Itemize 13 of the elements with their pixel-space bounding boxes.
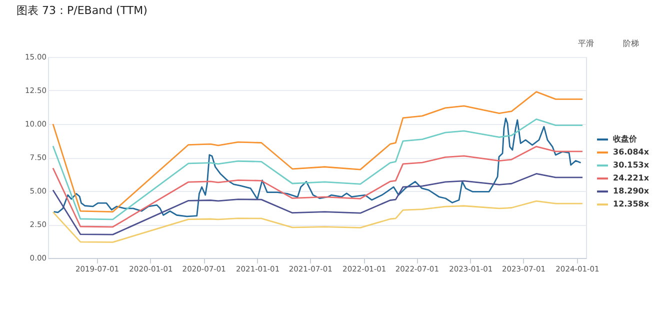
legend-label: 12.358x xyxy=(613,200,650,208)
text: 阶梯 xyxy=(623,39,639,48)
line-series xyxy=(52,200,584,243)
line-series xyxy=(52,91,584,212)
legend-label: 24.221x xyxy=(613,174,650,182)
text: 平滑 xyxy=(578,39,594,48)
line-series xyxy=(52,146,584,228)
chart-title: 图表 73：P/EBand (TTM) xyxy=(16,4,148,17)
legend-label: 18.290x xyxy=(613,186,650,196)
legend-label: 36.084x xyxy=(613,148,650,156)
line-series xyxy=(52,173,584,236)
legend-label: 30.153x xyxy=(613,160,650,170)
legend-label: 收盘价 xyxy=(613,134,638,144)
